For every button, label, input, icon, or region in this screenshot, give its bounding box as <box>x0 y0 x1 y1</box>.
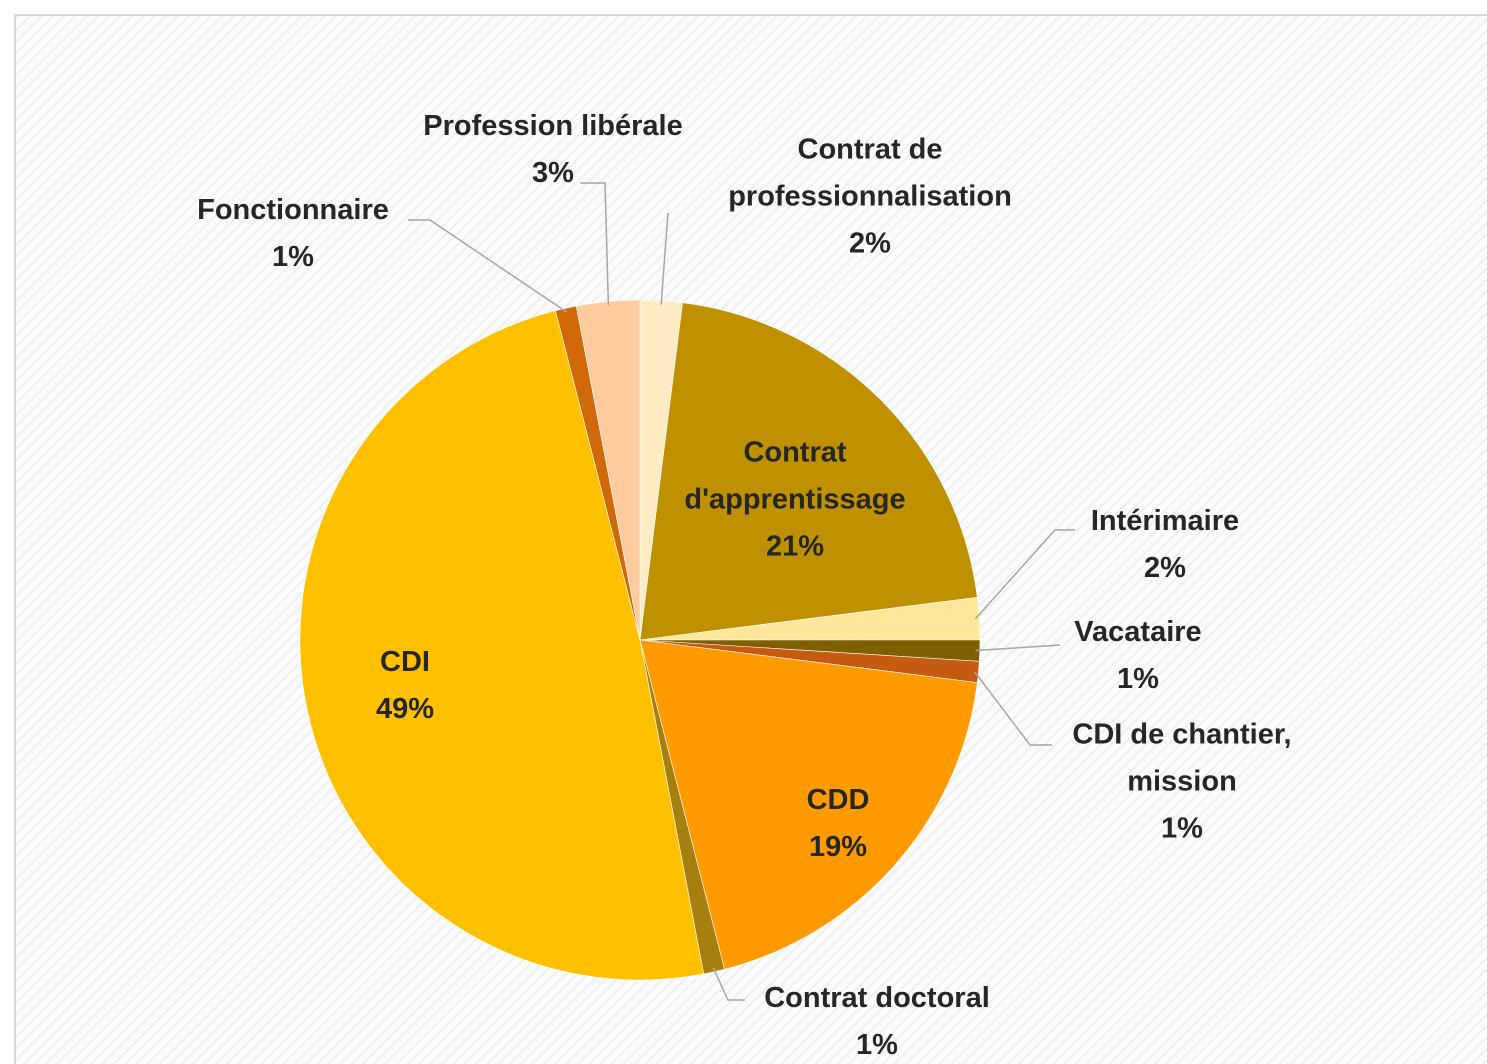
label-percent: 3% <box>532 157 574 189</box>
label-percent: 1% <box>1117 663 1159 695</box>
leader-line <box>712 967 745 1001</box>
label-percent: 2% <box>849 227 891 260</box>
data-label: Vacataire 1% <box>1038 609 1238 703</box>
label-name: Intérimaire <box>1090 505 1240 537</box>
label-percent: 2% <box>1144 552 1186 584</box>
label-name: Contrat de professionnalisation <box>728 133 1012 213</box>
label-name: Fonctionnaire <box>197 194 389 226</box>
label-percent: 21% <box>765 530 825 563</box>
label-percent: 1% <box>1161 812 1203 845</box>
data-label: Profession libérale 3% <box>393 103 713 197</box>
label-name: CDI de chantier, mission <box>1072 718 1292 798</box>
leader-lines <box>408 182 1075 1001</box>
data-label: CDD 19% <box>763 777 913 871</box>
label-name: Contrat doctoral <box>764 982 990 1014</box>
data-label: Contrat d'apprentissage 21% <box>655 430 935 571</box>
leader-line <box>580 182 610 306</box>
label-name: Vacataire <box>1074 616 1202 648</box>
label-percent: 49% <box>375 693 435 725</box>
data-label: Contrat de professionnalisation 2% <box>700 127 1040 268</box>
label-name: Contrat d'apprentissage <box>684 436 906 516</box>
leader-line <box>975 644 1061 652</box>
leader-line <box>974 529 1075 620</box>
label-name: CDI <box>380 646 430 678</box>
leader-line <box>408 219 568 313</box>
pie-slice <box>299 310 705 981</box>
data-label: CDI 49% <box>345 639 465 733</box>
label-percent: 1% <box>272 241 314 273</box>
data-label: Intérimaire 2% <box>1055 498 1275 592</box>
pie <box>299 299 981 981</box>
data-label: Contrat doctoral 1% <box>727 975 1027 1064</box>
data-label: CDI de chantier, mission 1% <box>1052 712 1312 853</box>
label-percent: 1% <box>856 1029 898 1061</box>
pie-slice <box>639 302 978 641</box>
leader-line <box>973 671 1052 746</box>
pie-slice <box>639 639 978 970</box>
leader-line <box>660 212 669 305</box>
data-label: Fonctionnaire 1% <box>173 187 413 281</box>
label-name: CDD <box>806 784 870 816</box>
label-percent: 19% <box>808 831 868 863</box>
label-name: Profession libérale <box>423 110 683 142</box>
